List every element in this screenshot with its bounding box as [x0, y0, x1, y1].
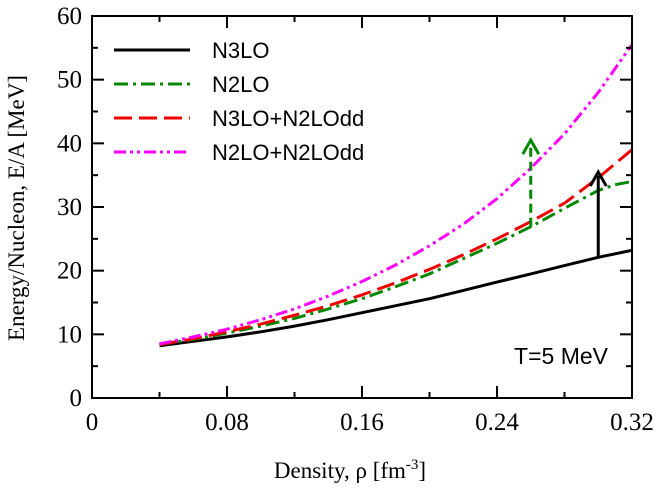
tick-labels: 0 0.08 0.16 0.24 0.32 0 10 20 30 40 50 60: [57, 3, 654, 436]
legend-label-0: N3LO: [212, 38, 269, 63]
y-tick-label: 30: [57, 194, 82, 221]
legend: N3LO N2LO N3LO+N2LOdd N2LO+N2LOdd: [114, 38, 364, 165]
n2lo-arrow-head: [521, 137, 541, 155]
x-tick-label: 0: [86, 409, 99, 436]
plot-frame: [91, 15, 633, 399]
y-tick-label: 60: [57, 3, 82, 30]
axis-ticks: [91, 15, 633, 399]
y-tick-label: 10: [57, 321, 82, 348]
annotation-temperature: T=5 MeV: [514, 343, 609, 369]
x-tick-label: 0.08: [205, 409, 249, 436]
series-line-1: [159, 180, 633, 346]
arrows: [521, 137, 608, 258]
series-line-0: [159, 248, 633, 348]
y-axis-label: Energy/Nucleon, E/A [MeV]: [4, 75, 29, 341]
y-tick-label: 0: [70, 385, 83, 412]
y-tick-label: 50: [57, 67, 82, 94]
plot-lines: [159, 43, 634, 348]
series-line-3: [159, 43, 634, 346]
x-tick-label: 0.16: [340, 409, 384, 436]
x-tick-label: 0.32: [610, 409, 654, 436]
legend-label-1: N2LO: [212, 72, 269, 97]
legend-label-3: N2LO+N2LOdd: [212, 140, 364, 165]
x-axis-label: Density, ρ [fm-3]: [274, 457, 426, 483]
series-line-2: [159, 148, 633, 346]
y-tick-label: 20: [57, 258, 82, 285]
legend-label-2: N3LO+N2LOdd: [212, 106, 364, 131]
y-tick-label: 40: [57, 130, 82, 157]
x-tick-label: 0.24: [475, 409, 519, 436]
n3lo-arrow-head: [588, 168, 608, 187]
